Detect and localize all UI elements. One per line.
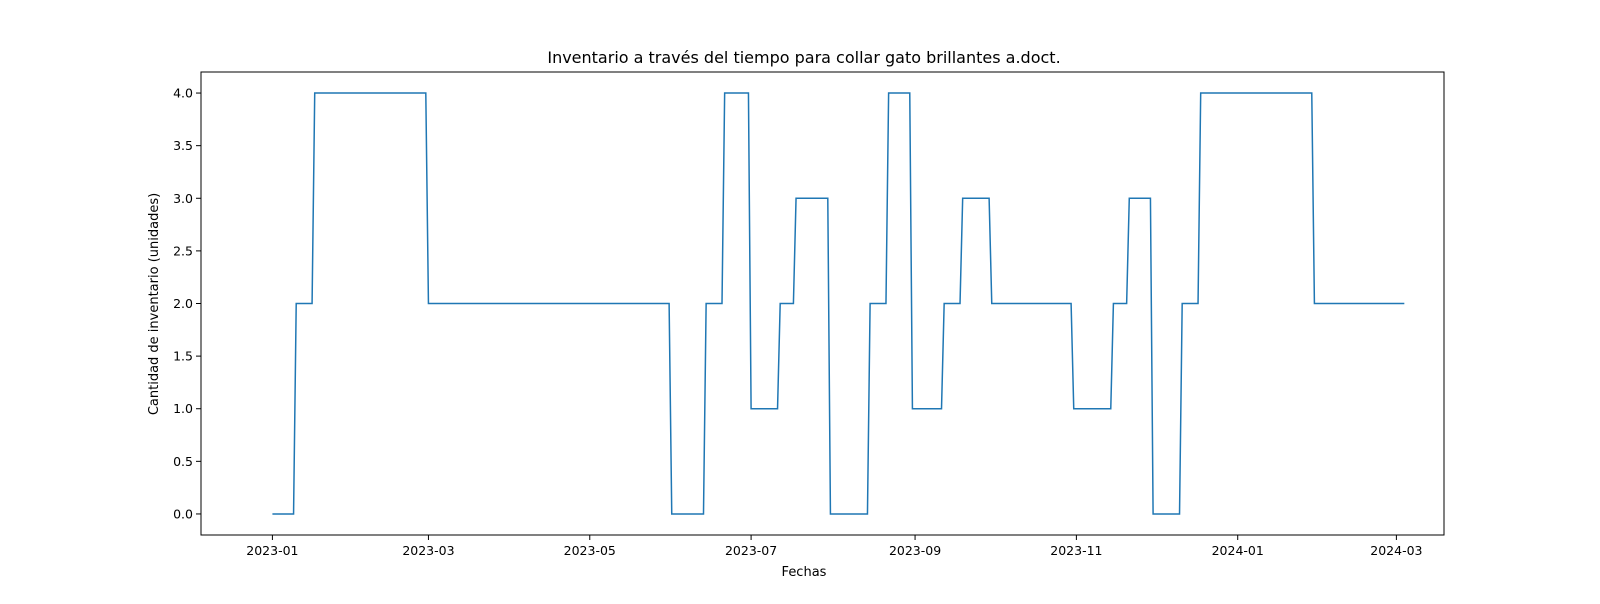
x-tick-label-5: 2023-11 bbox=[1050, 543, 1102, 558]
x-tick-label-2: 2023-05 bbox=[564, 543, 616, 558]
y-tick-label-6: 3.0 bbox=[173, 191, 193, 206]
y-tick-label-5: 2.5 bbox=[173, 243, 193, 258]
y-tick-label-1: 0.5 bbox=[173, 454, 193, 469]
y-tick-label-4: 2.0 bbox=[173, 296, 193, 311]
x-tick-label-6: 2024-01 bbox=[1212, 543, 1264, 558]
x-axis-label: Fechas bbox=[782, 565, 827, 580]
y-tick-label-2: 1.0 bbox=[173, 401, 193, 416]
x-tick-label-4: 2023-09 bbox=[889, 543, 941, 558]
x-tick-label-1: 2023-03 bbox=[402, 543, 454, 558]
y-axis-label: Cantidad de inventario (unidades) bbox=[147, 193, 162, 415]
y-tick-label-7: 3.5 bbox=[173, 138, 193, 153]
plot-area: 2023-01 2023-03 2023-05 2023-07 2023-09 2023-… bbox=[173, 71, 1445, 558]
chart-title: Inventario a través del tiempo para coll… bbox=[547, 48, 1060, 67]
x-tick-label-0: 2023-01 bbox=[246, 543, 298, 558]
data-line-series-0 bbox=[272, 92, 1405, 515]
x-tick-label-7: 2024-03 bbox=[1370, 543, 1422, 558]
x-tick-label-3: 2023-07 bbox=[725, 543, 777, 558]
y-tick-label-0: 0.0 bbox=[173, 506, 193, 521]
y-tick-label-8: 4.0 bbox=[173, 86, 193, 101]
y-tick-label-3: 1.5 bbox=[173, 349, 193, 364]
